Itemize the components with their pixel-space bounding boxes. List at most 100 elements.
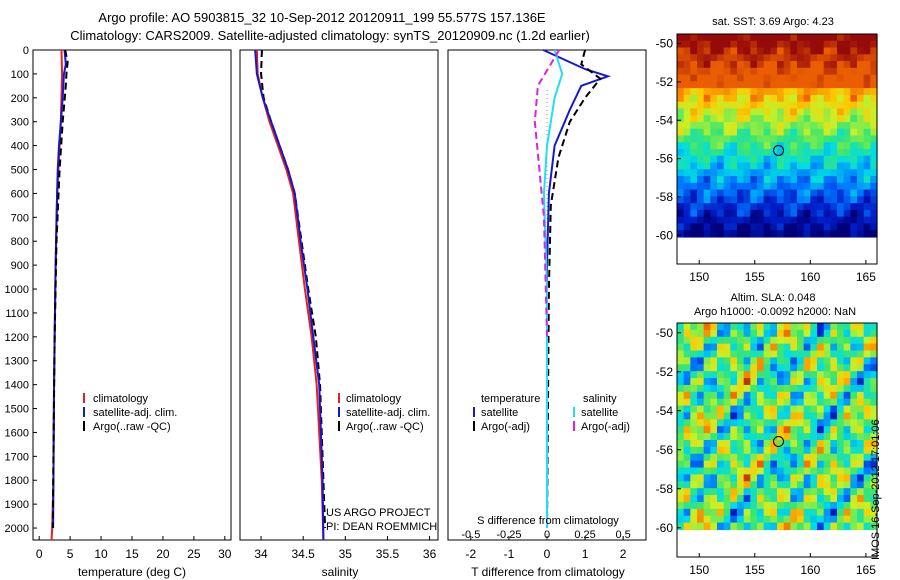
map-cell	[843, 162, 851, 170]
map-cell	[737, 162, 745, 170]
map-cell	[743, 384, 751, 393]
map-cell	[757, 515, 765, 524]
map-cell	[783, 182, 791, 191]
depth-axis: 0100200300400500600700800900100011001200…	[5, 45, 37, 535]
sst-map-title: sat. SST: 3.69 Argo: 4.23	[712, 16, 834, 28]
map-cell	[837, 216, 845, 225]
map-cell	[857, 440, 865, 448]
map-cell	[837, 460, 845, 469]
map-cell	[703, 203, 711, 211]
map-cell	[837, 61, 845, 69]
map-cell	[803, 203, 811, 211]
map-cell	[857, 47, 865, 55]
map-cell	[790, 155, 798, 164]
map-cell	[863, 364, 871, 372]
map-cell	[823, 336, 831, 345]
map-cell	[850, 74, 858, 82]
map-cell	[863, 453, 871, 462]
map-cell	[850, 364, 858, 372]
map-cell	[843, 433, 851, 441]
map-cell	[697, 522, 705, 531]
latitude-tick-label: -58	[656, 482, 674, 496]
map-cell	[777, 101, 785, 110]
map-cell	[690, 412, 698, 420]
map-cell	[757, 336, 765, 345]
map-cell	[870, 433, 878, 441]
map-cell	[743, 515, 751, 524]
title-line-1: Argo profile: AO 5903815_32 10-Sep-2012 …	[98, 10, 546, 25]
map-cell	[870, 121, 878, 130]
map-cell	[823, 47, 831, 55]
map-cell	[857, 196, 865, 204]
map-cell	[743, 128, 751, 137]
map-cell	[870, 323, 878, 331]
map-cell	[743, 67, 751, 76]
map-cell	[710, 481, 718, 489]
map-cell	[710, 61, 718, 69]
map-cell	[817, 364, 825, 372]
map-cell	[677, 121, 685, 130]
map-cell	[763, 176, 771, 184]
map-cell	[683, 343, 691, 352]
map-cell	[797, 364, 805, 372]
map-cell	[823, 176, 831, 184]
map-cell	[763, 74, 771, 82]
map-cell	[743, 378, 751, 386]
map-cell	[717, 446, 725, 455]
map-cell	[703, 74, 711, 82]
map-cell	[677, 515, 685, 524]
map-cell	[777, 446, 785, 455]
map-cell	[843, 230, 851, 238]
t-difference-xlabel: T difference from climatology	[471, 565, 625, 579]
map-cell	[850, 412, 858, 420]
map-cell	[843, 426, 851, 434]
map-cell	[830, 467, 838, 476]
map-cell	[803, 391, 811, 400]
map-cell	[803, 323, 811, 331]
map-cell	[703, 495, 711, 503]
map-cell	[750, 121, 758, 130]
map-cell	[870, 115, 878, 123]
map-cell	[870, 446, 878, 455]
map-cell	[770, 336, 778, 345]
map-cell	[683, 40, 691, 49]
map-cell	[837, 196, 845, 204]
map-cell	[837, 81, 845, 89]
legend-label-climatology: climatology	[346, 393, 402, 405]
map-cell	[757, 230, 765, 238]
map-cell	[857, 108, 865, 116]
map-cell	[863, 384, 871, 393]
map-cell	[863, 155, 871, 164]
map-cell	[690, 343, 698, 352]
map-cell	[837, 378, 845, 386]
map-cell	[830, 47, 838, 55]
map-cell	[790, 142, 798, 150]
map-cell	[817, 336, 825, 345]
map-cell	[763, 329, 771, 338]
map-cell	[837, 336, 845, 345]
map-cell	[703, 115, 711, 123]
map-cell	[830, 522, 838, 531]
map-cell	[770, 196, 778, 204]
map-cell	[857, 162, 865, 170]
map-cell	[850, 495, 858, 503]
map-cell	[750, 364, 758, 372]
map-cell	[710, 323, 718, 331]
map-cell	[723, 121, 731, 130]
map-cell	[857, 34, 865, 42]
map-cell	[823, 501, 831, 510]
map-cell	[717, 108, 725, 116]
map-cell	[790, 495, 798, 503]
depth-tick-label: 500	[11, 165, 29, 177]
map-cell	[677, 101, 685, 110]
map-cell	[837, 495, 845, 503]
map-cell	[730, 336, 738, 345]
map-cell	[797, 343, 805, 352]
map-cell	[843, 142, 851, 150]
map-cell	[810, 474, 818, 482]
map-cell	[677, 155, 685, 164]
map-cell	[723, 384, 731, 393]
map-cell	[837, 384, 845, 393]
map-cell	[710, 391, 718, 400]
map-cell	[723, 216, 731, 225]
